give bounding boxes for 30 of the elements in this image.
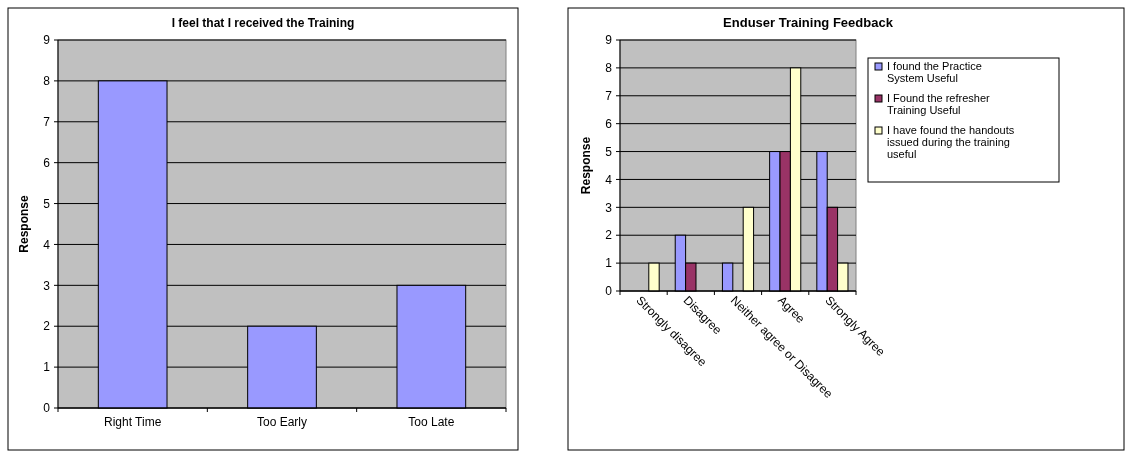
y-tick-label: 6 <box>43 155 51 170</box>
y-tick-label: 4 <box>43 237 51 252</box>
y-tick-label: 8 <box>43 74 51 89</box>
x-tick-label: Right Time <box>103 415 162 429</box>
legend-label: I have found the handouts issued during the training useful <box>887 124 1015 160</box>
chart-title: Enduser Training Feedback <box>723 15 894 30</box>
y-tick-label: 7 <box>605 88 613 103</box>
y-tick-label: 1 <box>43 360 51 375</box>
y-tick-label: 4 <box>605 172 613 187</box>
y-tick-label: 5 <box>43 196 51 211</box>
legend-label: I found the Practice System Useful <box>887 60 982 84</box>
y-tick-label: 3 <box>43 278 51 293</box>
y-tick-label: 9 <box>605 33 613 48</box>
y-tick-label: 1 <box>605 256 613 271</box>
x-tick-label: Too Late <box>408 415 455 429</box>
y-tick-label: 2 <box>43 319 51 334</box>
legend-label: I Found the refresher Training Useful <box>887 92 991 116</box>
y-tick-label: 2 <box>605 228 613 243</box>
y-tick-label: 7 <box>43 114 51 129</box>
y-tick-label: 0 <box>43 401 51 416</box>
y-tick-label: 8 <box>605 61 613 76</box>
y-axis-title: Response <box>17 195 31 253</box>
chart-title: I feel that I received the Training <box>171 16 355 30</box>
x-tick-label: Too Early <box>256 415 308 429</box>
y-tick-label: 0 <box>605 284 613 299</box>
y-axis-title: Response <box>579 136 593 195</box>
y-tick-label: 9 <box>43 33 51 48</box>
y-tick-label: 6 <box>605 116 613 131</box>
y-tick-label: 3 <box>605 200 613 215</box>
y-tick-label: 5 <box>605 144 613 159</box>
